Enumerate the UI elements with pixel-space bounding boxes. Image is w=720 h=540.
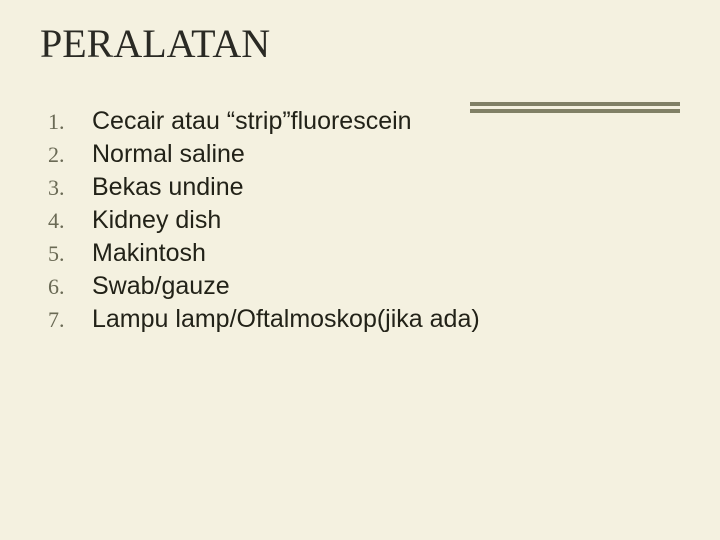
list-item: 2. Normal saline: [48, 140, 680, 169]
list-text: Lampu lamp/Oftalmoskop(jika ada): [92, 305, 480, 334]
title-row: PERALATAN: [40, 20, 680, 67]
list-number: 3.: [48, 175, 92, 201]
list-item: 4. Kidney dish: [48, 206, 680, 235]
list-text: Makintosh: [92, 239, 206, 268]
list-number: 1.: [48, 109, 92, 135]
list-number: 4.: [48, 208, 92, 234]
list-text: Normal saline: [92, 140, 245, 169]
list-text: Cecair atau “strip”fluorescein: [92, 107, 412, 136]
accent-line-top: [470, 102, 680, 106]
list-text: Bekas undine: [92, 173, 244, 202]
list-item: 6. Swab/gauze: [48, 272, 680, 301]
list-number: 7.: [48, 307, 92, 333]
list-number: 5.: [48, 241, 92, 267]
list-text: Swab/gauze: [92, 272, 230, 301]
list-item: 7. Lampu lamp/Oftalmoskop(jika ada): [48, 305, 680, 334]
list-number: 2.: [48, 142, 92, 168]
accent-line-bottom: [470, 109, 680, 113]
list-number: 6.: [48, 274, 92, 300]
slide: PERALATAN 1. Cecair atau “strip”fluoresc…: [0, 0, 720, 540]
list-item: 5. Makintosh: [48, 239, 680, 268]
accent-lines: [470, 102, 680, 113]
slide-title: PERALATAN: [40, 20, 270, 67]
list-item: 3. Bekas undine: [48, 173, 680, 202]
list-text: Kidney dish: [92, 206, 221, 235]
equipment-list: 1. Cecair atau “strip”fluorescein 2. Nor…: [40, 107, 680, 334]
